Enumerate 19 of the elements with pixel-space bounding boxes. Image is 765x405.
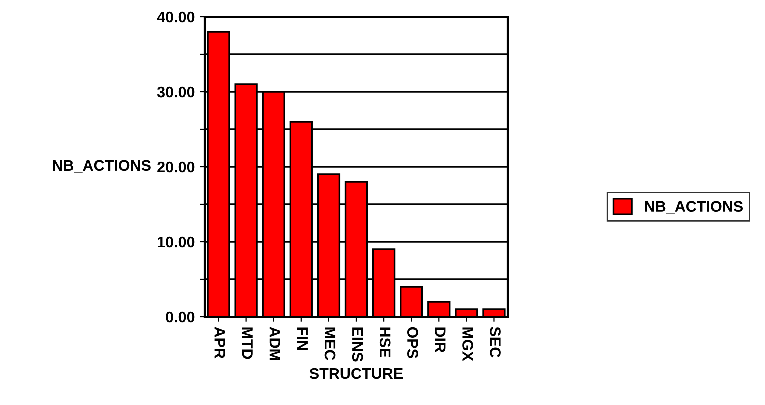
x-tick-label: MTD bbox=[242, 328, 253, 360]
x-tick-label: HSE bbox=[380, 328, 391, 358]
x-tick-label: SEC bbox=[490, 327, 501, 358]
x-tick-label: DIR bbox=[435, 328, 446, 353]
legend-label: NB_ACTIONS bbox=[645, 201, 744, 214]
x-axis-title: STRUCTURE bbox=[310, 368, 404, 380]
x-tick-label: FIN bbox=[297, 328, 308, 350]
x-tick-label: ADM bbox=[270, 327, 280, 360]
x-tick-label: APR bbox=[214, 327, 226, 359]
y-tick-label: 20.00 bbox=[158, 162, 195, 173]
y-axis-title: NB_ACTIONS bbox=[53, 160, 151, 173]
x-tick-label: EINS bbox=[352, 328, 364, 362]
y-tick-label: 10.00 bbox=[158, 236, 195, 248]
x-tick-label: OPS bbox=[407, 327, 418, 358]
x-tick-label: MGX bbox=[462, 328, 474, 362]
y-tick-label: 40.00 bbox=[157, 12, 195, 23]
y-tick-label: 30.00 bbox=[157, 86, 195, 98]
x-tick-label: MEC bbox=[324, 328, 336, 360]
y-tick-label: 0.00 bbox=[166, 312, 195, 323]
